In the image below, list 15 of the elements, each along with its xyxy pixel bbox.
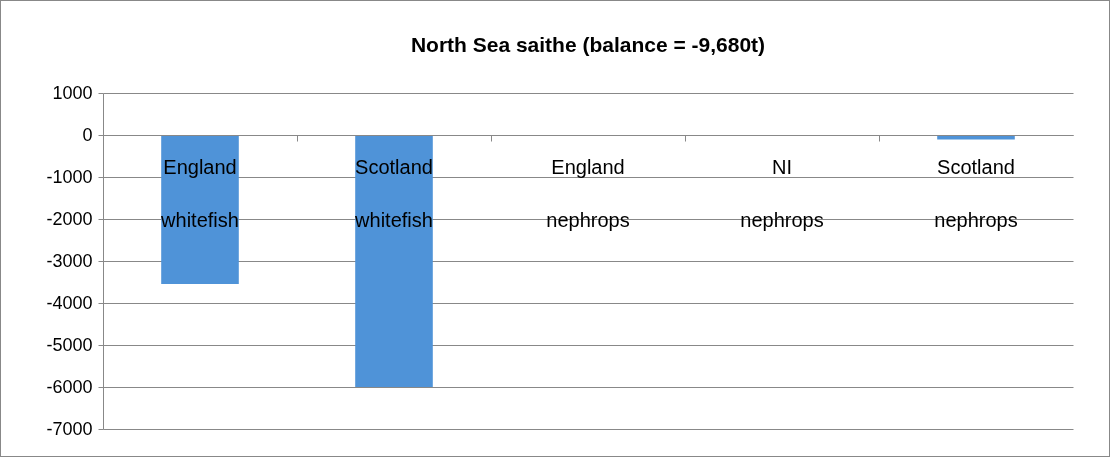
category-label: England nephrops [546,155,630,231]
category-label: England whitefish [161,155,239,231]
y-tick-label: -6000 [46,376,93,397]
y-tick-label: 1000 [52,82,93,103]
y-tick-label: -2000 [46,208,93,229]
category-label: NI nephrops [740,155,824,231]
y-tick-label: -1000 [46,166,93,187]
y-tick-label: -7000 [46,418,93,439]
y-tick-label: -4000 [46,292,93,313]
category-label: Scotland whitefish [355,155,433,231]
chart-title: North Sea saithe (balance = -9,680t) [410,33,766,56]
y-tick-label: 0 [82,124,93,145]
y-tick-label: -3000 [46,250,93,271]
y-tick-label: -5000 [46,334,93,355]
category-label: Scotland nephrops [934,155,1018,231]
